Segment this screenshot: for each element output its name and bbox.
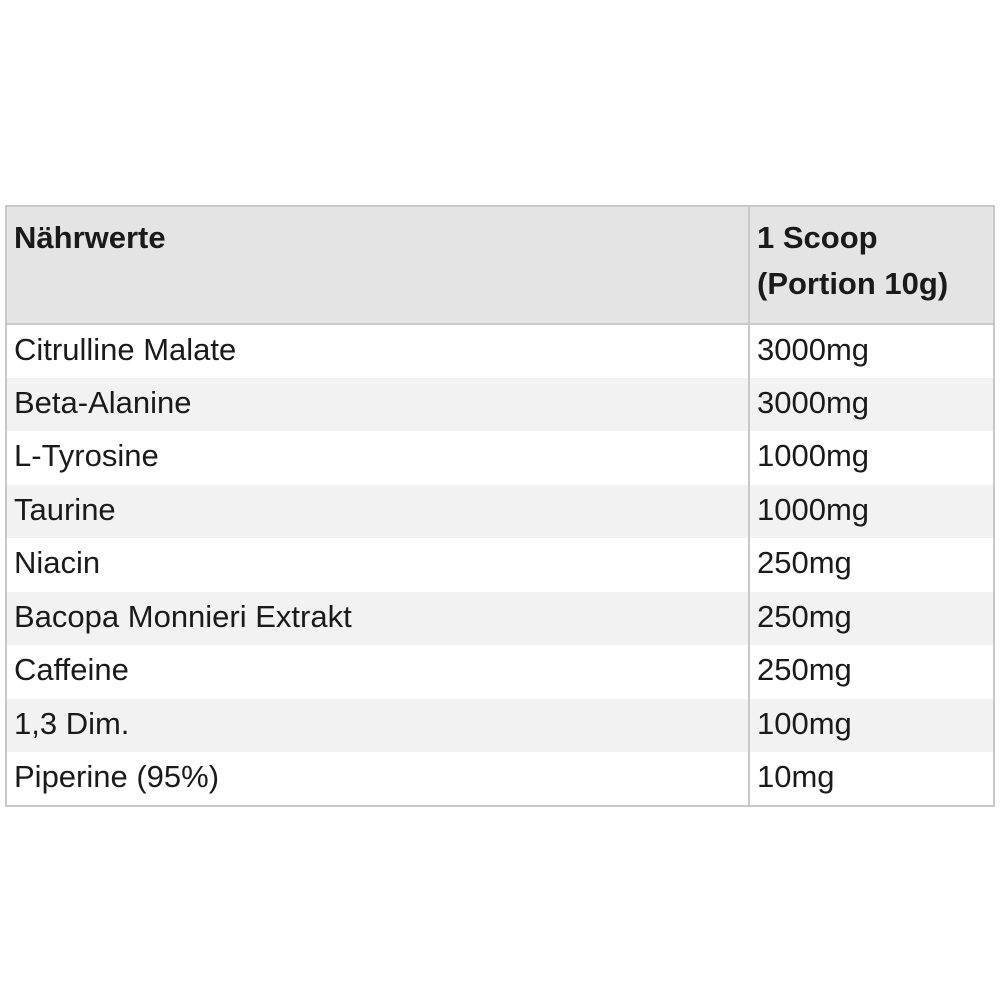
- nutrient-name: Beta-Alanine: [6, 377, 750, 431]
- nutrient-name: Bacopa Monnieri Extrakt: [6, 591, 750, 645]
- nutrient-amount: 250mg: [757, 545, 852, 580]
- nutrient-amount: 100mg: [749, 698, 994, 752]
- nutrient-name: Citrulline Malate: [6, 324, 750, 378]
- nutrient-amount: 3000mg: [749, 377, 994, 431]
- nutrient-amount: 10mg: [757, 759, 835, 794]
- table-row: L-Tyrosine 1000mg: [6, 431, 994, 485]
- nutrient-amount: 250mg: [749, 591, 994, 645]
- nutrient-amount: 250mg: [757, 652, 852, 687]
- nutrient-name: 1,3 Dim.: [6, 698, 750, 752]
- nutrient-name: L-Tyrosine: [6, 431, 750, 485]
- table-row: Bacopa Monnieri Extrakt 250mg: [6, 591, 994, 645]
- table-row: Citrulline Malate 3000mg: [6, 324, 994, 378]
- table-row: 1,3 Dim. 100mg: [6, 698, 994, 752]
- header-serving-line2: (Portion 10g): [757, 266, 949, 301]
- header-serving-line1: 1 Scoop: [757, 220, 878, 255]
- table-row: Caffeine 250mg: [6, 645, 994, 699]
- nutrient-amount: 1000mg: [749, 484, 994, 538]
- header-row: Nährwerte 1 Scoop (Portion 10g): [6, 206, 994, 325]
- table-row: Piperine (95%) 10mg: [6, 752, 994, 806]
- nutrient-amount: 1000mg: [757, 438, 870, 473]
- nutrient-name: Piperine (95%): [6, 752, 750, 806]
- table-row: Beta-Alanine 3000mg: [6, 377, 994, 431]
- nutrition-table: Nährwerte 1 Scoop (Portion 10g) Citrullin…: [5, 205, 995, 807]
- nutrient-name: Niacin: [6, 538, 750, 592]
- nutrient-amount: 3000mg: [757, 332, 870, 367]
- nutrient-name: Taurine: [6, 484, 750, 538]
- nutrient-name: Caffeine: [6, 645, 750, 699]
- table-row: Niacin 250mg: [6, 538, 994, 592]
- table-row: Taurine 1000mg: [6, 484, 994, 538]
- header-serving: 1 Scoop (Portion 10g): [749, 206, 994, 325]
- header-nutrient: Nährwerte: [6, 206, 750, 325]
